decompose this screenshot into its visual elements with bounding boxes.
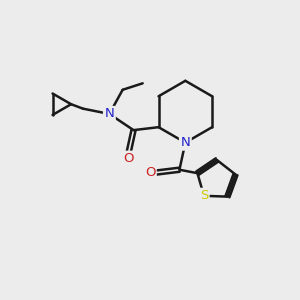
Text: S: S — [200, 189, 208, 202]
Text: N: N — [104, 107, 114, 120]
Text: N: N — [181, 136, 190, 149]
Text: O: O — [123, 152, 134, 165]
Text: O: O — [145, 166, 155, 179]
